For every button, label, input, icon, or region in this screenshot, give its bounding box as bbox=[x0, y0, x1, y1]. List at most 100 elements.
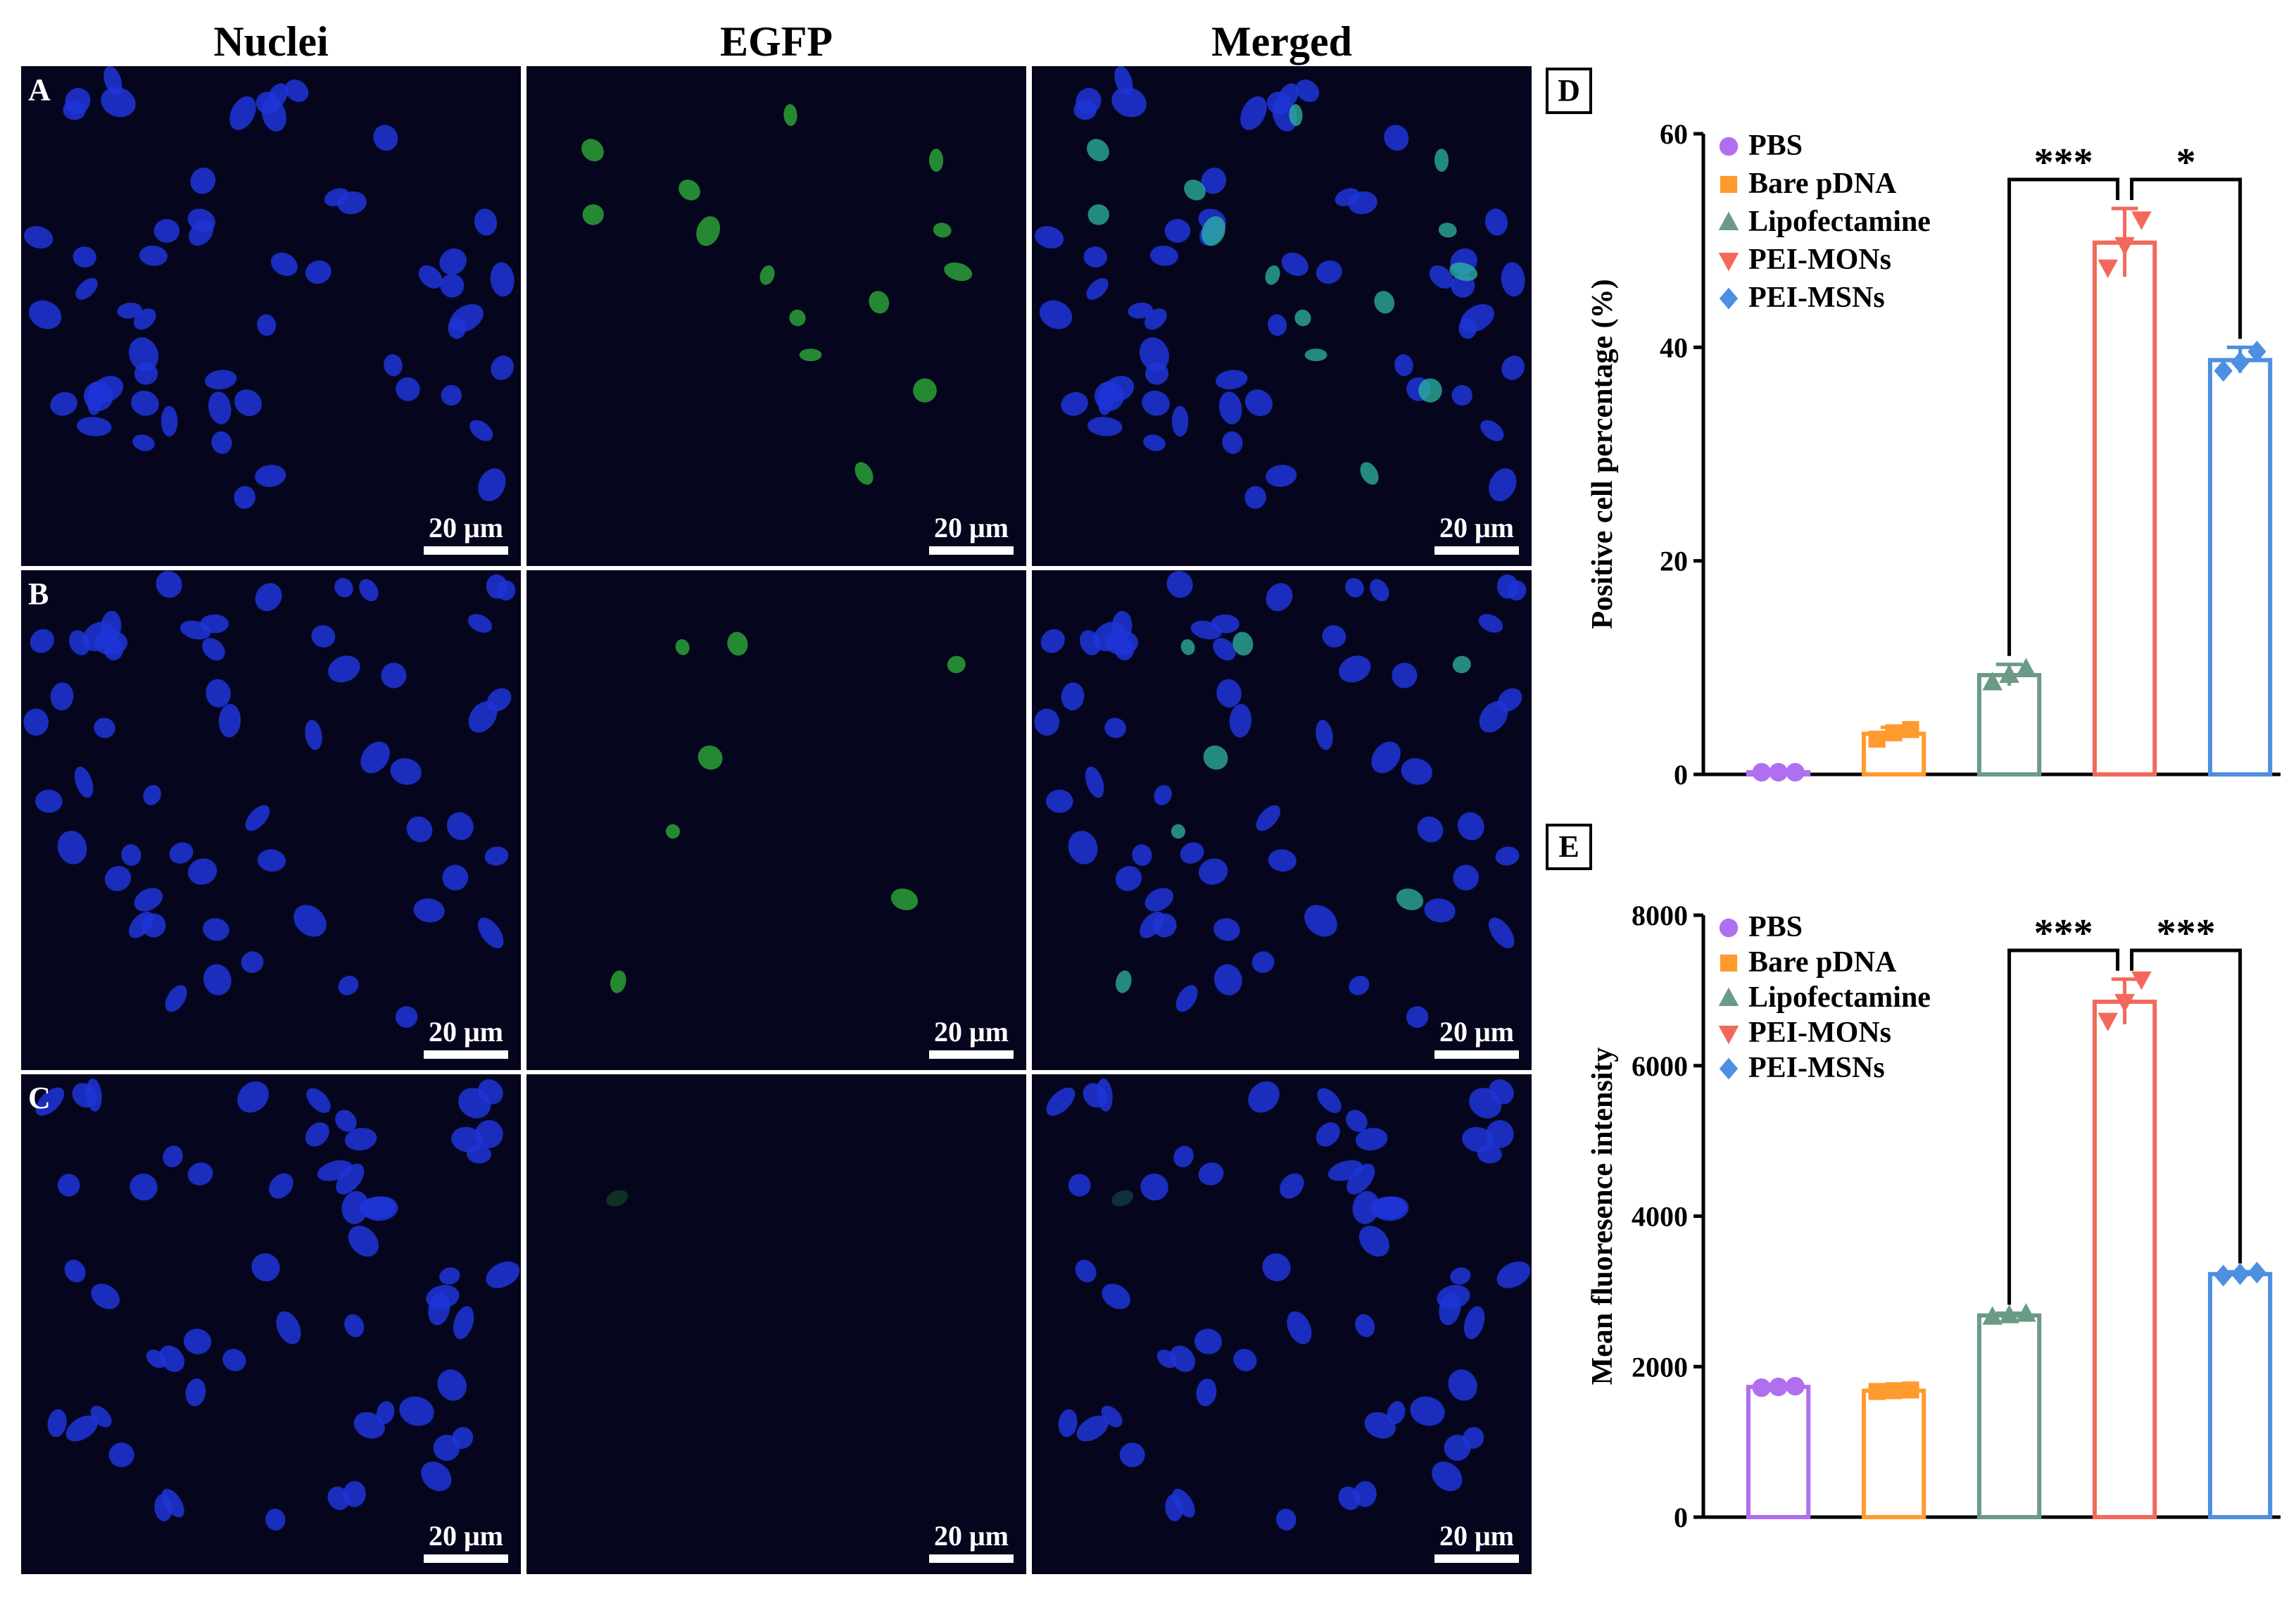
significance-label: *** bbox=[2157, 912, 2216, 955]
scale-bar: 20 μm bbox=[1434, 1017, 1519, 1059]
micrograph-merged-row-a: 20 μm bbox=[1032, 66, 1532, 566]
legend-marker bbox=[1718, 211, 1739, 230]
bar-pei-mons bbox=[2092, 240, 2157, 777]
data-point bbox=[1769, 762, 1788, 782]
data-point bbox=[2214, 360, 2233, 382]
scale-bar-line bbox=[1434, 546, 1519, 555]
data-point bbox=[2114, 993, 2135, 1013]
scale-bar: 20 μm bbox=[424, 513, 508, 555]
significance-bracket bbox=[2130, 177, 2243, 339]
scale-bar-label: 20 μm bbox=[429, 512, 503, 543]
bar-pei-mons bbox=[2092, 999, 2157, 1519]
legend-marker bbox=[1719, 1057, 1739, 1080]
y-tick-label: 6000 bbox=[1632, 1050, 1688, 1082]
y-tick-label: 0 bbox=[1674, 1502, 1688, 1533]
data-point bbox=[1902, 721, 1919, 738]
significance-bracket bbox=[2007, 177, 2120, 656]
bar-pei-msns bbox=[2207, 1271, 2273, 1519]
legend-marker bbox=[1719, 287, 1739, 310]
data-point bbox=[1752, 762, 1771, 782]
data-point bbox=[1982, 672, 2003, 691]
data-point bbox=[2231, 1263, 2250, 1285]
legend-label: Lipofectamine bbox=[1748, 981, 1931, 1014]
data-point bbox=[2016, 1303, 2036, 1322]
data-point bbox=[1868, 730, 1886, 748]
data-point bbox=[2247, 1262, 2266, 1284]
y-tick-label: 40 bbox=[1660, 332, 1688, 363]
data-point bbox=[1885, 724, 1903, 741]
scale-bar-line bbox=[424, 1554, 508, 1563]
micrograph-nuclei-row-a: A 20 μm bbox=[21, 66, 521, 566]
chart-label-e: E bbox=[1546, 824, 1592, 870]
legend-label: PEI-MSNs bbox=[1748, 282, 1885, 314]
y-tick-label: 20 bbox=[1660, 546, 1688, 577]
scale-bar: 20 μm bbox=[929, 513, 1014, 555]
micrograph-egfp-row-c: 20 μm bbox=[526, 1074, 1026, 1574]
legend-label: Bare pDNA bbox=[1748, 168, 1897, 200]
data-point bbox=[1902, 1381, 1919, 1399]
data-point bbox=[2214, 1264, 2233, 1287]
legend-marker bbox=[1719, 918, 1739, 938]
micrograph-merged-row-c: 20 μm bbox=[1032, 1074, 1532, 1574]
column-header-merged: Merged bbox=[1211, 18, 1352, 65]
bar-pbs bbox=[1746, 1385, 1811, 1520]
scale-bar-label: 20 μm bbox=[934, 512, 1009, 543]
legend-label: Lipofectamine bbox=[1748, 206, 1931, 238]
data-point bbox=[2131, 971, 2152, 991]
bar-lipofectamine bbox=[1976, 1313, 2042, 1519]
legend-label: PEI-MONs bbox=[1748, 1017, 1891, 1049]
significance-label: *** bbox=[2034, 141, 2093, 184]
legend-marker bbox=[1718, 253, 1739, 272]
data-point bbox=[1786, 762, 1805, 782]
legend-label: PBS bbox=[1748, 911, 1803, 943]
micrograph-egfp-row-b: 20 μm bbox=[526, 570, 1026, 1070]
scale-bar-label: 20 μm bbox=[934, 1520, 1009, 1552]
data-point bbox=[1982, 1306, 2003, 1325]
bar-pei-msns bbox=[2207, 358, 2273, 777]
data-point bbox=[2131, 211, 2152, 230]
scale-bar-line bbox=[1434, 1050, 1519, 1059]
micrograph-merged-row-b: 20 μm bbox=[1032, 570, 1532, 1070]
row-label-a: A bbox=[28, 73, 51, 107]
y-tick-label: 60 bbox=[1660, 118, 1688, 150]
scale-bar-line bbox=[929, 546, 1014, 555]
scale-bar: 20 μm bbox=[1434, 1521, 1519, 1563]
data-point bbox=[1769, 1377, 1788, 1397]
legend-marker bbox=[1720, 954, 1738, 972]
chart-e-mean-fluorescence-intensity: 0 2000 4000 6000 8000 Mean fluoresence intens… bbox=[1587, 900, 2281, 1533]
chart-label-d: D bbox=[1546, 68, 1592, 114]
legend-label: PBS bbox=[1748, 130, 1803, 162]
micrograph-nuclei-row-c: C 20 μm bbox=[21, 1074, 521, 1574]
legend-marker bbox=[1718, 987, 1739, 1006]
data-point bbox=[2114, 237, 2135, 256]
y-tick-label: 4000 bbox=[1632, 1201, 1688, 1233]
row-label-b: B bbox=[28, 577, 49, 611]
scale-bar-line bbox=[1434, 1554, 1519, 1563]
micrograph-egfp-row-a: 20 μm bbox=[526, 66, 1026, 566]
data-point bbox=[1752, 1378, 1771, 1397]
significance-label: * bbox=[2176, 141, 2196, 184]
scale-bar: 20 μm bbox=[929, 1521, 1014, 1563]
data-point bbox=[2016, 658, 2036, 677]
legend-label: PEI-MSNs bbox=[1748, 1052, 1885, 1084]
scale-bar-line bbox=[424, 546, 508, 555]
scale-bar-label: 20 μm bbox=[934, 1016, 1009, 1048]
scale-bar: 20 μm bbox=[1434, 513, 1519, 555]
significance-bracket bbox=[2130, 948, 2243, 1264]
scale-bar-label: 20 μm bbox=[429, 1520, 503, 1552]
legend-marker bbox=[1720, 175, 1738, 194]
y-axis-label: Mean fluoresence intensity bbox=[1587, 1048, 1619, 1385]
scale-bar-line bbox=[424, 1050, 508, 1059]
data-point bbox=[1999, 664, 2019, 683]
scale-bar-label: 20 μm bbox=[1439, 512, 1514, 543]
micrograph-nuclei-row-b: B 20 μm bbox=[21, 570, 521, 1070]
scale-bar-label: 20 μm bbox=[1439, 1520, 1514, 1552]
y-tick-label: 8000 bbox=[1632, 900, 1688, 931]
legend-marker bbox=[1718, 1026, 1739, 1045]
scale-bar-label: 20 μm bbox=[1439, 1016, 1514, 1048]
y-axis-label: Positive cell percentage (%) bbox=[1587, 279, 1619, 629]
legend-label: PEI-MONs bbox=[1748, 244, 1891, 276]
data-point bbox=[1786, 1376, 1805, 1396]
data-point bbox=[2247, 341, 2266, 363]
